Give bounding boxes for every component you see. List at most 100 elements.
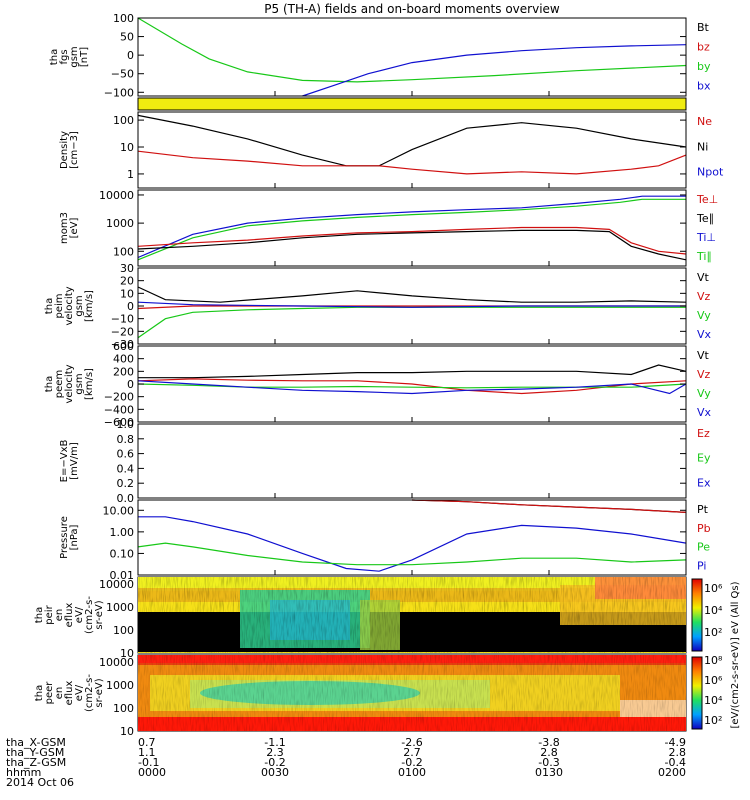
panel-frame bbox=[137, 423, 687, 499]
legend-Npot: Npot bbox=[697, 166, 724, 179]
y-axis-label: [km/s] bbox=[84, 290, 95, 322]
y-tick-label: 100 bbox=[113, 245, 134, 258]
y-axis-label: tha bbox=[34, 607, 45, 623]
y-tick-label: 600 bbox=[113, 340, 134, 353]
ephemeris-value: 0100 bbox=[398, 766, 426, 779]
colorbar-tick: 10⁴ bbox=[704, 694, 723, 707]
y-tick-label: −50 bbox=[111, 68, 134, 81]
panel-0: 100 50 0 −50 −100 tha fgs gsm [nT] Bt bz by bx bbox=[49, 12, 711, 99]
quality-bar bbox=[138, 98, 686, 110]
y-tick-label: 0.0 bbox=[117, 492, 135, 505]
ephemeris-value: -2.6 bbox=[401, 736, 422, 749]
ephemeris-value: -4.9 bbox=[665, 736, 686, 749]
y-axis-label: sr-eV) bbox=[94, 600, 105, 629]
ephemeris-label: hhmm bbox=[6, 766, 41, 779]
series-by bbox=[137, 17, 687, 83]
figure-title: P5 (TH-A) fields and on-board moments ov… bbox=[264, 2, 560, 16]
ephemeris-value: -0.1 bbox=[138, 756, 159, 769]
colorbar-tick: 10⁴ bbox=[704, 604, 723, 617]
legend-Ne: Ne bbox=[697, 115, 712, 128]
y-tick-label: 100 bbox=[113, 624, 134, 637]
legend-Ti∥: Ti∥ bbox=[696, 250, 712, 263]
y-axis-label: gsm bbox=[74, 373, 85, 394]
y-axis-label: gsm bbox=[74, 295, 85, 316]
y-axis-label: E=−VxB bbox=[59, 440, 70, 483]
ephemeris-label: tha_X-GSM bbox=[6, 736, 66, 749]
colorbar-tick: 10² bbox=[704, 626, 722, 639]
y-axis-label: sr-eV) bbox=[94, 678, 105, 707]
y-tick-label: −30 bbox=[111, 338, 134, 351]
legend-Vx: Vx bbox=[697, 406, 712, 419]
series-Vy bbox=[137, 306, 686, 339]
series-Vx bbox=[137, 301, 686, 308]
panel-2: 100 10 1 Density [cm−3] Ne Ni Npot bbox=[59, 111, 724, 189]
series-Pe bbox=[137, 542, 687, 566]
legend-Ni: Ni bbox=[697, 140, 708, 153]
y-axis-label: en bbox=[54, 687, 65, 700]
y-axis-label: (cm2-s- bbox=[84, 596, 95, 634]
y-tick-label: 1.0 bbox=[117, 418, 135, 431]
ephemeris-value: 1.1 bbox=[138, 746, 156, 759]
y-axis-label: eflux bbox=[64, 681, 75, 706]
legend-Pt: Pt bbox=[697, 503, 709, 516]
legend-by: by bbox=[697, 60, 711, 73]
date-label: 2014 Oct 06 bbox=[6, 776, 74, 789]
series-Vt bbox=[137, 286, 687, 303]
ephemeris-value: -3.8 bbox=[538, 736, 559, 749]
y-tick-label: 10 bbox=[120, 725, 134, 738]
y-axis-label: tha bbox=[34, 685, 45, 701]
y-axis-label: [cm−3] bbox=[69, 131, 80, 169]
y-axis-label: [nT] bbox=[79, 47, 90, 67]
y-tick-label: 0.6 bbox=[117, 448, 135, 461]
colorbar-tick: 10⁸ bbox=[704, 654, 723, 667]
y-tick-label: 50 bbox=[120, 31, 134, 44]
ion-spectrogram bbox=[138, 577, 686, 653]
y-tick-label: 20 bbox=[120, 275, 134, 288]
y-axis-label: [eV] bbox=[69, 218, 80, 239]
ephemeris-value: -0.4 bbox=[665, 756, 686, 769]
ephemeris-value: -0.2 bbox=[401, 756, 422, 769]
legend-Vy: Vy bbox=[697, 387, 711, 400]
panel-frame bbox=[137, 499, 687, 576]
y-axis-label: peir bbox=[44, 604, 55, 624]
y-axis-label: peim bbox=[54, 293, 65, 318]
y-axis-label: Density bbox=[59, 131, 70, 169]
y-tick-label: 10000 bbox=[99, 189, 134, 202]
y-axis-label: velocity bbox=[64, 364, 75, 403]
y-tick-label: −20 bbox=[111, 325, 134, 338]
electron-spectrogram bbox=[138, 655, 686, 731]
y-tick-label: 1000 bbox=[106, 601, 134, 614]
ephemeris-value: 2.8 bbox=[669, 746, 687, 759]
legend-Bt: Bt bbox=[697, 21, 710, 34]
ephemeris-label: tha_Y-GSM bbox=[6, 746, 64, 759]
y-tick-label: 30 bbox=[120, 262, 134, 275]
y-tick-label: 0 bbox=[127, 300, 134, 313]
y-axis-label: peem bbox=[54, 370, 65, 398]
series-Ne bbox=[137, 150, 687, 175]
y-tick-label: 400 bbox=[113, 353, 134, 366]
y-axis-label: eflux bbox=[64, 603, 75, 628]
y-tick-label: 200 bbox=[113, 365, 134, 378]
y-axis-label: fgs bbox=[59, 49, 70, 64]
y-tick-label: 1 bbox=[127, 168, 134, 181]
legend-Vt: Vt bbox=[697, 271, 710, 284]
series-Vt bbox=[138, 364, 687, 379]
legend-Vx: Vx bbox=[697, 328, 712, 341]
y-axis-label: en bbox=[54, 609, 65, 622]
colorbar-tick: 10⁶ bbox=[704, 674, 723, 687]
series-Ti∥ bbox=[137, 198, 686, 261]
y-tick-label: −600 bbox=[104, 416, 134, 429]
y-axis-label: tha bbox=[49, 49, 60, 65]
ephemeris-value: -1.1 bbox=[264, 736, 285, 749]
ephemeris-value: 0130 bbox=[535, 766, 563, 779]
y-tick-label: −400 bbox=[104, 403, 134, 416]
y-tick-label: 100 bbox=[113, 12, 134, 25]
legend-Vt: Vt bbox=[697, 349, 710, 362]
y-axis-label: velocity bbox=[64, 286, 75, 325]
series-Te∥ bbox=[137, 229, 687, 261]
ephemeris-value: 0030 bbox=[261, 766, 289, 779]
legend-Vz: Vz bbox=[697, 368, 711, 381]
colorbar-electron bbox=[691, 656, 703, 730]
y-axis-label: tha bbox=[44, 376, 55, 392]
